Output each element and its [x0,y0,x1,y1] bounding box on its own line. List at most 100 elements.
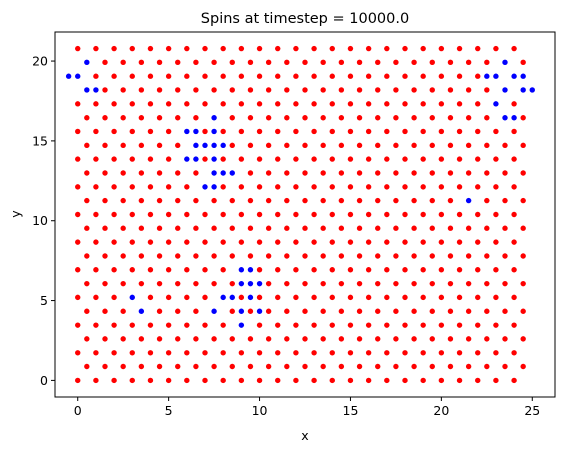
spin-up-point [293,211,299,218]
spin-up-point [347,377,354,384]
spin-up-point [329,239,335,245]
spin-up-point [256,184,263,190]
spin-up-point [265,59,272,66]
spin-up-point [284,280,290,287]
spin-up-point [165,377,172,384]
spin-up-point [375,115,381,121]
spin-up-point [438,101,445,107]
spin-up-point [320,197,326,204]
spin-up-point [411,59,417,66]
spin-up-point [402,73,408,79]
spin-up-point [193,59,199,66]
spin-up-point [193,225,199,231]
spin-up-point [256,377,263,384]
spin-up-point [384,350,390,356]
spin-up-point [356,59,363,66]
spin-up-point [111,128,117,135]
spin-up-point [284,197,290,204]
spin-up-point [520,59,526,66]
spin-up-point [302,170,308,176]
spin-up-point [238,377,245,384]
spin-up-point [229,142,235,149]
spin-up-point [111,350,117,356]
spin-up-point [175,225,181,231]
spin-up-point [511,156,517,162]
spin-up-point [338,253,345,259]
spin-up-point [320,308,326,314]
spin-up-point [229,225,235,231]
spin-up-point [456,322,463,328]
spin-up-point [438,239,445,245]
spin-up-point [420,377,426,384]
spin-up-point [302,280,308,287]
spin-up-point [502,363,508,370]
spin-up-point [184,45,190,52]
spin-up-point [502,253,508,259]
spin-up-point [411,253,417,259]
spin-up-point [165,45,172,52]
spin-up-point [420,239,426,245]
spin-up-point [329,45,335,52]
spin-up-point [465,336,472,342]
spin-down-point [202,184,208,190]
spin-down-point [256,308,263,314]
spin-up-point [138,197,145,204]
spin-up-point [393,280,399,287]
spin-up-point [502,142,508,149]
spin-up-point [447,253,454,259]
spin-up-point [438,128,445,135]
spin-up-point [447,197,454,204]
spin-up-point [275,267,281,273]
spin-down-point [484,73,490,79]
spin-up-point [202,73,208,79]
spin-up-point [420,294,426,301]
spin-up-point [75,377,81,384]
spin-up-point [265,363,272,370]
spin-up-point [165,156,172,162]
spin-up-point [465,59,472,66]
spin-up-point [302,197,308,204]
spin-up-point [147,45,154,52]
spin-up-point [284,170,290,176]
spin-up-point [320,336,326,342]
spin-up-point [493,322,499,328]
spin-up-point [475,350,481,356]
spin-up-point [520,308,526,314]
spin-up-point [347,239,354,245]
spin-up-point [447,225,454,231]
spin-up-point [275,239,281,245]
spin-up-point [393,225,399,231]
spin-up-point [393,336,399,342]
spin-up-point [147,377,154,384]
spin-up-point [338,197,345,204]
spin-up-point [120,87,126,93]
spin-up-point [511,184,517,190]
spin-up-point [275,322,281,328]
spin-up-point [384,267,390,273]
spin-up-point [93,184,99,190]
spin-up-point [311,156,317,162]
spin-up-point [520,170,526,176]
spin-up-point [275,156,281,162]
spin-up-point [220,267,226,273]
spin-up-point [365,350,372,356]
spin-up-point [247,142,254,149]
spin-up-point [384,211,390,218]
spin-up-point [175,170,181,176]
spin-up-point [447,280,454,287]
spin-up-point [93,156,99,162]
x-axis: 0 5 10 15 20 25 [74,397,540,418]
spin-up-point [111,211,117,218]
spin-up-point [175,363,181,370]
spin-up-point [265,142,272,149]
spin-up-point [347,322,354,328]
spin-up-point [338,225,345,231]
spin-up-point [329,184,335,190]
spin-up-point [211,59,217,66]
spin-up-point [329,377,335,384]
spin-down-point [220,142,226,149]
spin-down-point [493,101,499,107]
spin-up-point [311,322,317,328]
spin-up-point [156,142,163,149]
spin-down-point [211,184,217,190]
